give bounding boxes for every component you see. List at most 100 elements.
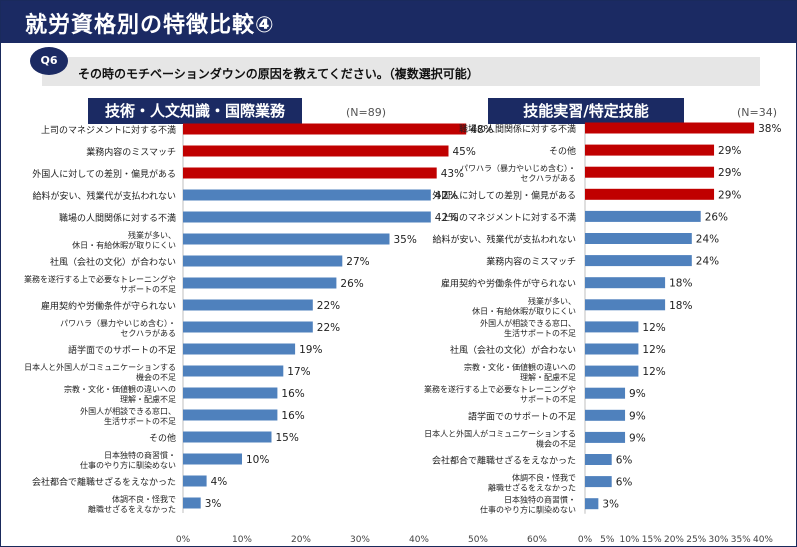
right-value-label: 18% bbox=[669, 300, 692, 312]
left-category-label: 語学面でのサポートの不足 bbox=[68, 344, 176, 356]
left-x-tick-label: 40% bbox=[409, 535, 429, 545]
left-category-label: 雇用契約や労働条件が守られない bbox=[41, 300, 176, 312]
left-chart-title: 技術・人文知識・国際業務 bbox=[88, 98, 302, 124]
left-bar bbox=[183, 211, 431, 223]
right-category-label: パワハラ（暴力やいじめ含む）・ bbox=[460, 163, 576, 173]
left-value-label: 27% bbox=[346, 256, 369, 268]
right-x-tick-label: 40% bbox=[753, 535, 773, 545]
right-x-tick-label: 15% bbox=[642, 535, 662, 545]
right-n-label: (N=34) bbox=[737, 106, 778, 119]
left-category-label: サポートの不足 bbox=[120, 285, 176, 294]
left-category-label: セクハラがある bbox=[120, 328, 176, 338]
left-value-label: 3% bbox=[205, 498, 222, 510]
left-value-label: 42% bbox=[435, 212, 458, 224]
right-category-label: 職場の人間関係に対する不満 bbox=[459, 123, 576, 135]
right-value-label: 18% bbox=[669, 278, 692, 290]
right-x-tick-label: 10% bbox=[619, 535, 639, 545]
right-value-label: 12% bbox=[642, 344, 665, 356]
left-x-tick-label: 20% bbox=[291, 535, 311, 545]
left-category-label: 機会の不足 bbox=[136, 372, 176, 382]
right-category-label: 雇用契約や労働条件が守られない bbox=[441, 278, 576, 290]
right-category-label: 体調不良・怪我で bbox=[512, 473, 576, 483]
right-bar bbox=[585, 431, 626, 443]
right-bar bbox=[585, 233, 692, 244]
right-value-label: 6% bbox=[616, 455, 633, 467]
right-value-label: 29% bbox=[718, 167, 741, 179]
right-bar bbox=[585, 210, 701, 222]
right-value-label: 26% bbox=[705, 211, 728, 223]
right-value-label: 24% bbox=[696, 256, 719, 268]
left-bar bbox=[183, 255, 343, 267]
right-value-label: 29% bbox=[718, 189, 741, 201]
right-x-tick-label: 0% bbox=[578, 535, 593, 545]
right-value-label: 9% bbox=[629, 410, 646, 422]
right-bar bbox=[585, 454, 612, 465]
right-category-label: その他 bbox=[549, 145, 576, 157]
right-bar bbox=[585, 166, 715, 178]
left-value-label: 4% bbox=[211, 476, 228, 488]
left-bar bbox=[183, 453, 242, 465]
left-value-label: 22% bbox=[317, 322, 340, 334]
right-bar bbox=[585, 387, 626, 399]
right-category-label: 休日・有給休暇が取りにくい bbox=[472, 306, 576, 316]
right-bar bbox=[585, 255, 692, 267]
left-value-label: 16% bbox=[281, 388, 304, 400]
left-bar bbox=[183, 387, 278, 399]
question-text: その時のモチベーションダウンの原因を教えてください。（複数選択可能） bbox=[78, 67, 479, 81]
right-category-label: 上司のマネジメントに対する不満 bbox=[441, 211, 576, 223]
title-bar: 就労資格別の特徴比較④ bbox=[1, 1, 796, 43]
left-bar bbox=[183, 409, 278, 421]
left-category-label: 生活サポートの不足 bbox=[104, 416, 176, 426]
left-bar bbox=[183, 277, 337, 289]
left-category-label: 業務を遂行する上で必要なトレーニングや bbox=[24, 274, 176, 284]
left-category-label: 社風（会社の文化）が合わない bbox=[50, 256, 176, 268]
right-x-tick-label: 20% bbox=[664, 535, 684, 545]
left-x-tick-label: 50% bbox=[468, 535, 488, 545]
left-category-label: 離職せざるをえなかった bbox=[88, 504, 176, 514]
left-x-tick-label: 10% bbox=[232, 535, 252, 545]
left-category-label: 上司のマネジメントに対する不満 bbox=[41, 124, 176, 136]
left-bar bbox=[183, 189, 431, 201]
left-bar bbox=[183, 167, 437, 179]
right-x-tick-label: 30% bbox=[708, 535, 728, 545]
page-title: 就労資格別の特徴比較④ bbox=[25, 13, 275, 38]
left-category-label: 理解・配慮不足 bbox=[120, 394, 176, 404]
left-bar bbox=[183, 475, 207, 487]
right-value-label: 38% bbox=[758, 123, 781, 135]
left-x-tick-label: 0% bbox=[176, 535, 191, 545]
right-category-label: 外国人が相談できる窓口、 bbox=[480, 318, 576, 328]
right-bar bbox=[585, 498, 599, 510]
right-x-tick-label: 5% bbox=[600, 535, 615, 545]
right-category-label: 業務を遂行する上で必要なトレーニングや bbox=[424, 384, 576, 394]
left-category-label: 日本独特の商習慣・ bbox=[104, 450, 176, 460]
right-category-label: サポートの不足 bbox=[520, 395, 576, 404]
right-category-label: 社風（会社の文化）が合わない bbox=[450, 344, 576, 356]
left-value-label: 48% bbox=[470, 124, 493, 136]
left-category-label: 会社都合で離職せざるをえなかった bbox=[32, 476, 176, 488]
left-value-label: 45% bbox=[453, 146, 476, 158]
right-bar bbox=[585, 476, 612, 488]
left-category-label: 残業が多い、 bbox=[128, 230, 176, 240]
left-category-label: 宗教・文化・価値観の違いへの bbox=[64, 384, 176, 394]
left-value-label: 42% bbox=[435, 190, 458, 202]
left-bar bbox=[183, 497, 201, 509]
left-category-label: 休日・有給休暇が取りにくい bbox=[72, 240, 176, 250]
left-n-label: (N=89) bbox=[346, 106, 387, 119]
left-x-tick-label: 30% bbox=[350, 535, 370, 545]
right-value-label: 12% bbox=[642, 322, 665, 334]
left-bar bbox=[183, 145, 449, 157]
left-bar bbox=[183, 431, 272, 443]
right-chart-title: 技能実習/特定技能 bbox=[488, 98, 684, 124]
right-x-tick-label: 35% bbox=[731, 535, 751, 545]
left-category-label: 職場の人間関係に対する不満 bbox=[59, 212, 176, 224]
left-value-label: 43% bbox=[441, 168, 464, 180]
left-bar bbox=[183, 233, 390, 245]
right-value-label: 9% bbox=[629, 388, 646, 400]
left-category-label: 日本人と外国人がコミュニケーションする bbox=[24, 362, 176, 372]
left-x-tick-label: 60% bbox=[527, 535, 547, 545]
left-value-label: 22% bbox=[317, 300, 340, 312]
right-value-label: 12% bbox=[642, 366, 665, 378]
right-category-label: 会社都合で離職せざるをえなかった bbox=[432, 455, 576, 467]
right-value-label: 9% bbox=[629, 432, 646, 444]
